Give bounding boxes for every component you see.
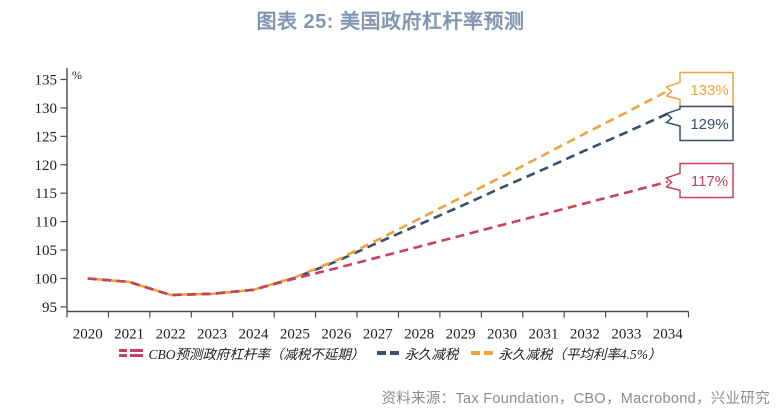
callout-value-label: 117%	[691, 173, 728, 190]
x-tick-label: 2029	[446, 327, 476, 343]
x-tick-label: 2021	[114, 327, 144, 343]
y-axis-unit-label: %	[72, 68, 82, 82]
legend-marker-red-double-dash-icon	[119, 349, 144, 357]
x-tick-label: 2034	[653, 327, 684, 343]
y-tick-label: 105	[35, 243, 58, 259]
callout-value-label: 129%	[690, 116, 728, 133]
series-line-cbo-forecast	[87, 180, 669, 297]
legend-item-permanent-taxcut-45: 永久减税（平均利率4.5%）	[471, 343, 662, 363]
x-tick-label: 2025	[280, 327, 310, 343]
x-tick-label: 2020	[73, 327, 103, 343]
x-tick-label: 2031	[528, 327, 558, 343]
y-tick-label: 100	[35, 271, 58, 287]
legend-marker-navy-dash-icon	[377, 351, 400, 355]
x-tick-label: 2028	[404, 327, 434, 343]
legend-label-cbo-forecast: CBO预测政府杠杆率（减税不延期）	[148, 347, 365, 362]
y-tick-label: 115	[35, 186, 57, 202]
series-line-permanent-taxcut-45	[87, 89, 669, 297]
x-tick-label: 2030	[487, 327, 517, 343]
y-tick-label: 95	[42, 300, 57, 316]
chart-title: 图表 25: 美国政府杠杆率预测	[256, 11, 525, 33]
legend-item-permanent-taxcut: 永久减税	[377, 343, 458, 363]
x-tick-label: 2027	[363, 327, 394, 343]
series-line-permanent-taxcut	[87, 112, 669, 297]
x-tick-label: 2024	[238, 327, 269, 343]
legend-label-permanent-taxcut: 永久减税	[404, 347, 459, 362]
y-tick-label: 125	[35, 129, 58, 145]
y-tick-label: 110	[35, 215, 57, 231]
legend-marker-orange-dash-icon	[471, 351, 494, 355]
legend-label-permanent-taxcut-45: 永久减税（平均利率4.5%）	[498, 347, 662, 362]
x-tick-label: 2023	[197, 327, 227, 343]
x-tick-label: 2032	[570, 327, 600, 343]
y-tick-label: 130	[35, 101, 58, 117]
source-note: 资料来源：Tax Foundation，CBO，Macrobond，兴业研究	[381, 391, 770, 407]
callout-value-label: 133%	[690, 82, 728, 99]
callout-133%	[664, 71, 734, 108]
y-tick-label: 120	[35, 158, 58, 174]
x-tick-label: 2026	[321, 327, 352, 343]
x-tick-label: 2033	[611, 327, 641, 343]
legend-item-cbo-forecast: CBO预测政府杠杆率（减税不延期）	[119, 343, 364, 363]
callout-129%	[664, 105, 734, 142]
x-tick-label: 2022	[156, 327, 186, 343]
y-tick-label: 135	[35, 73, 58, 89]
callout-117%	[664, 162, 734, 199]
chart-legend: CBO预测政府杠杆率（减税不延期） 永久减税 永久减税（平均利率4.5%）	[0, 343, 781, 363]
